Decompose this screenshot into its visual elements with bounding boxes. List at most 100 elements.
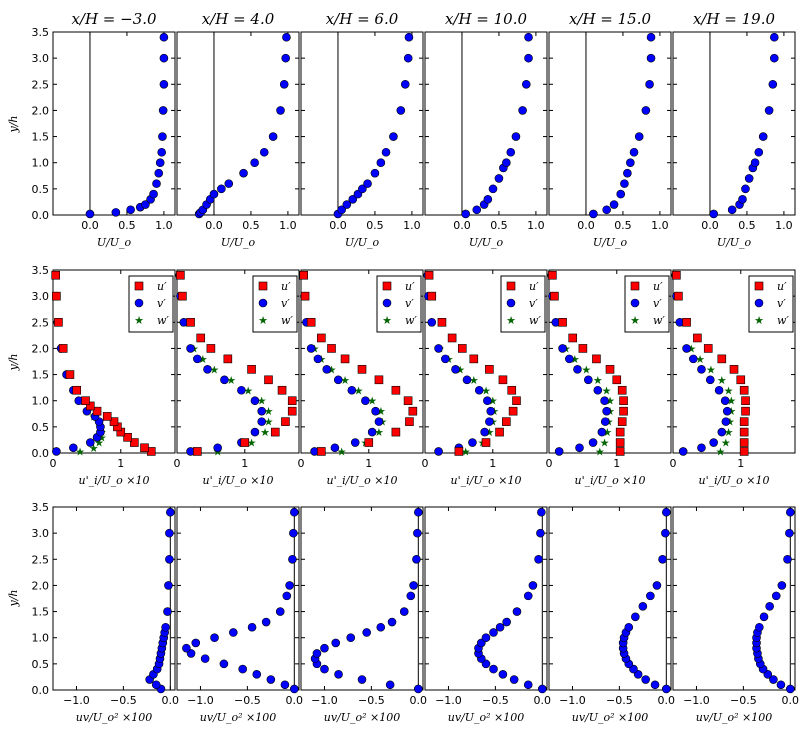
x-tick-label: 0.0 xyxy=(205,219,223,232)
legend-label: u′ xyxy=(157,280,167,293)
data-point-U xyxy=(279,79,289,89)
panel-reynolds-shear-stress: −1.0 −0.5 0.0 uv/U_o² ×100 xyxy=(424,506,551,724)
legend-marker: ★ xyxy=(134,314,144,327)
data-point-uv xyxy=(646,591,655,601)
data-point-U xyxy=(738,195,747,204)
data-point-uv xyxy=(785,528,794,538)
x-tick-label: 0.0 xyxy=(453,219,471,232)
data-point-U xyxy=(646,53,656,63)
x-tick-label: −1.0 xyxy=(63,694,90,707)
data-point-u′ xyxy=(592,354,601,364)
legend-label: v′ xyxy=(529,297,538,310)
column-title: x/H = 6.0 xyxy=(326,10,399,28)
data-point-u′ xyxy=(81,396,90,406)
x-axis-label: u'_i/U_o ×10 xyxy=(699,474,770,487)
data-point-u′ xyxy=(102,412,112,421)
data-point-U xyxy=(620,179,629,188)
panel-reynolds-shear-stress: 0.0 0.5 1.0 1.5 2.0 2.5 3.0 3.5 −1.0 −0.5 0.0 uv/U_… xyxy=(32,501,180,724)
legend-label: u′ xyxy=(281,280,291,293)
data-point-U xyxy=(111,208,121,217)
panel-rms-fluctuations: 01u'_i/U_o ×10★★★★★★★★★★★★★★u′v′★w′ xyxy=(422,269,548,487)
x-axis-label: U/U_o xyxy=(469,236,504,249)
data-point-u′ xyxy=(130,438,139,447)
data-point-u′ xyxy=(405,417,414,426)
data-point-w′: ★ xyxy=(75,445,85,458)
data-point-U xyxy=(400,79,410,89)
data-point-u′ xyxy=(739,447,749,456)
data-point-v′ xyxy=(558,344,567,353)
plot-frame xyxy=(548,31,672,216)
data-point-u′ xyxy=(140,443,149,453)
panel-rms-fluctuations: 01u'_i/U_o ×10★★★★★★★★★★★★★★u′v′★w′ xyxy=(298,269,424,487)
data-point-uv xyxy=(406,591,416,601)
x-tick-label: 0.0 xyxy=(782,694,800,707)
data-point-uv xyxy=(151,680,161,690)
data-point-w′: ★ xyxy=(469,374,479,387)
data-point-uv xyxy=(285,581,294,590)
data-point-u′ xyxy=(287,396,297,406)
data-point-v′ xyxy=(350,438,360,447)
data-point-uv xyxy=(200,654,210,663)
data-point-v′ xyxy=(462,375,472,385)
data-point-uv xyxy=(536,528,545,538)
data-point-U xyxy=(754,147,764,157)
data-point-u′ xyxy=(327,344,336,353)
column-title: x/H = 19.0 xyxy=(693,10,776,28)
data-point-u′ xyxy=(54,317,63,327)
data-point-w′: ★ xyxy=(327,363,337,376)
data-point-uv xyxy=(641,675,650,684)
panel-reynolds-shear-stress: −1.0 −0.5 0.0 uv/U_o² ×100 xyxy=(672,506,800,724)
data-point-uv xyxy=(534,554,543,564)
data-point-U xyxy=(616,189,626,199)
data-point-u′ xyxy=(109,417,119,426)
data-point-v′ xyxy=(584,375,593,385)
data-point-U xyxy=(750,158,760,168)
data-point-uv xyxy=(661,528,670,538)
data-point-w′: ★ xyxy=(581,363,591,376)
data-point-w′: ★ xyxy=(264,405,274,418)
panel-mean-velocity: 0.0 0.5 1.0 U/U_o xyxy=(300,31,424,249)
data-point-u′ xyxy=(481,438,491,447)
data-point-u′ xyxy=(447,333,457,343)
data-point-uv xyxy=(320,643,329,653)
x-axis-label: u'_i/U_o ×10 xyxy=(327,474,398,487)
data-point-uv xyxy=(163,607,172,616)
data-point-v′ xyxy=(709,438,718,447)
data-point-U xyxy=(250,158,259,168)
data-point-U xyxy=(768,79,778,89)
data-point-u′ xyxy=(736,375,746,385)
x-tick-label: 0.0 xyxy=(577,219,595,232)
data-point-U xyxy=(521,79,531,89)
panel-rms-fluctuations: 01u'_i/U_o ×10★★★★★★★★★★★★★★u′v′★w′ xyxy=(670,269,796,487)
data-point-U xyxy=(159,32,169,42)
data-point-U xyxy=(769,53,779,63)
data-point-u′ xyxy=(178,291,187,301)
data-point-U xyxy=(85,209,95,219)
x-tick-label: 0.5 xyxy=(118,219,136,232)
data-point-u′ xyxy=(674,291,683,301)
data-point-uv xyxy=(523,680,533,690)
x-tick-label: 1 xyxy=(613,457,620,470)
data-point-v′ xyxy=(485,417,494,426)
data-point-v′ xyxy=(237,385,246,395)
data-point-u′ xyxy=(502,417,511,426)
data-point-u′ xyxy=(270,427,280,437)
data-point-w′: ★ xyxy=(89,442,99,455)
panel-mean-velocity: 0.0 0.5 1.0 U/U_o xyxy=(672,31,796,249)
data-point-u′ xyxy=(65,370,75,379)
data-point-U xyxy=(758,132,768,141)
x-tick-label: 0.0 xyxy=(286,694,304,707)
data-point-u′ xyxy=(612,375,622,385)
data-point-uv xyxy=(662,507,671,517)
y-tick-label: 1.0 xyxy=(32,157,50,170)
data-point-v′ xyxy=(714,385,724,395)
data-point-v′ xyxy=(468,438,477,447)
x-tick-label: 1 xyxy=(489,457,496,470)
data-point-v′ xyxy=(347,385,357,395)
data-point-w′: ★ xyxy=(247,437,257,450)
data-point-u′ xyxy=(739,417,749,426)
data-point-v′ xyxy=(573,365,582,374)
legend-marker: ★ xyxy=(258,314,268,327)
data-point-w′: ★ xyxy=(602,426,612,439)
x-tick-label: 1.0 xyxy=(651,219,669,232)
